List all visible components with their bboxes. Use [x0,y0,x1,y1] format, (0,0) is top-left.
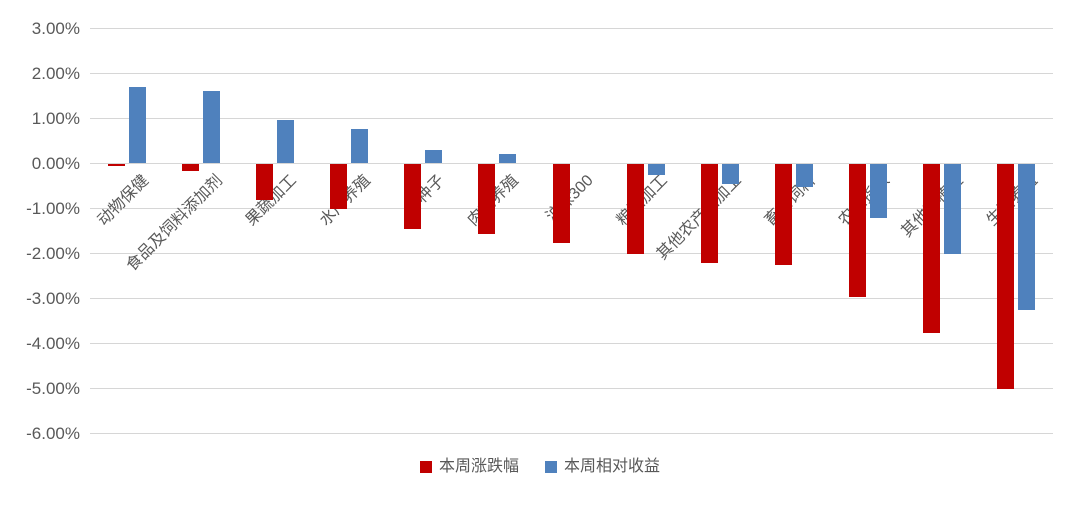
bar-weekly-change [478,164,496,234]
bar-relative-return [795,164,813,187]
bar-relative-return [203,91,221,163]
category-label: 动物保健 [94,172,153,230]
bar-relative-return [1017,164,1035,311]
gridline [90,253,1053,254]
gridline [90,388,1053,389]
y-tick-label: 1.00% [31,109,80,128]
bar-weekly-change [552,164,570,243]
gridline [90,433,1053,434]
bar-relative-return [425,149,443,163]
gridline [90,118,1053,119]
bar-weekly-change [404,164,422,230]
bar-weekly-change [330,164,348,209]
bar-weekly-change [108,164,126,167]
gridline [90,28,1053,29]
category-label: 沪深300 [542,172,597,226]
bar-weekly-change [848,164,866,297]
legend-label: 本周相对收益 [564,458,661,475]
bar-weekly-change [626,164,644,254]
gridline [90,73,1053,74]
gridline [90,298,1053,299]
bar-weekly-change [182,164,200,171]
y-tick-label: -2.00% [26,244,80,263]
y-tick-label: 2.00% [31,64,80,83]
y-tick-label: -5.00% [26,379,80,398]
y-tick-label: 0.00% [31,154,80,173]
bar-weekly-change [774,164,792,266]
bar-weekly-change [922,164,940,333]
legend-swatch-icon [545,461,557,473]
bar-relative-return [647,164,665,176]
bar-relative-return [943,164,961,254]
gridline [90,208,1053,209]
chart-legend: 本周涨跌幅 本周相对收益 [0,459,1080,475]
bar-relative-return [499,154,517,163]
legend-swatch-icon [419,461,432,473]
bar-relative-return [869,164,887,218]
bar-relative-return [721,164,739,185]
bar-weekly-change [256,164,274,200]
y-tick-label: -6.00% [26,424,80,443]
bar-weekly-change [996,164,1014,389]
gridline [90,163,1053,164]
y-tick-label: -4.00% [26,334,80,353]
legend-item: 本周涨跌幅 [419,458,519,475]
bar-weekly-change [700,164,718,263]
legend-item: 本周相对收益 [545,459,660,475]
gridline [90,343,1053,344]
y-tick-label: -1.00% [26,199,80,218]
y-tick-label: 3.00% [31,19,80,38]
bar-relative-return [277,120,295,163]
bar-relative-return [351,129,369,163]
y-tick-label: -3.00% [26,289,80,308]
legend-label: 本周涨跌幅 [438,458,519,475]
bar-relative-return [129,86,147,163]
